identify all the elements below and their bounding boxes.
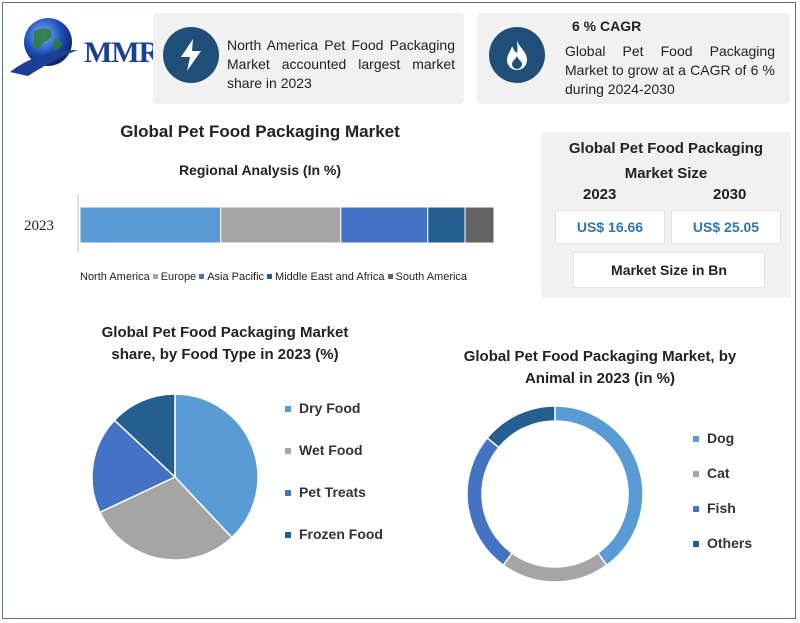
legend-swatch	[285, 532, 291, 539]
legend-swatch	[693, 436, 699, 443]
legend-label: Pet Treats	[299, 484, 366, 500]
pie-slice-dry-food	[174, 393, 259, 539]
pie-slice-wet-food	[98, 476, 233, 561]
legend-swatch	[285, 448, 291, 455]
regional-legend: North America Europe Asia Pacific Middle Ea…	[80, 271, 467, 283]
legend-item-europe: Europe	[150, 271, 196, 283]
legend-label: Frozen Food	[299, 526, 383, 542]
bar-segment-europe	[220, 206, 342, 244]
legend-item-dry-food: Dry Food	[285, 400, 360, 416]
legend-swatch	[693, 506, 699, 513]
legend-label: Others	[707, 535, 753, 551]
legend-item-frozen-food: Frozen Food	[285, 526, 383, 542]
bar-segment-north-america	[79, 206, 222, 244]
regional-subtitle: Regional Analysis (In %)	[178, 162, 342, 178]
market-size-title: Global Pet Food Packaging Market Size	[568, 140, 764, 182]
legend-item-pet-treats: Pet Treats	[285, 484, 366, 500]
legend-swatch	[285, 490, 291, 497]
legend-swatch	[285, 406, 291, 413]
food-type-title: Global Pet Food Packaging Market share, …	[101, 324, 349, 363]
legend-label: Cat	[707, 465, 730, 481]
largest-share-text: North America Pet Food Packaging Market …	[227, 37, 455, 91]
legend-swatch	[199, 274, 205, 280]
info-card-largest-share: North America Pet Food Packaging Market …	[153, 13, 464, 104]
legend-item-fish: Fish	[693, 500, 736, 516]
animal-donut-chart	[466, 405, 644, 583]
legend-item-dog: Dog	[693, 430, 734, 446]
legend-swatch	[267, 274, 273, 280]
globe-icon	[10, 18, 78, 76]
legend-item-south-america: South America	[385, 271, 468, 283]
year-2030-label: 2030	[713, 186, 747, 203]
legend-label: Dog	[707, 430, 735, 446]
legend-item-north-america: North America	[80, 271, 150, 283]
legend-label: South America	[395, 271, 468, 283]
bar-category-label: 2023	[24, 218, 54, 234]
lightning-icon	[163, 27, 219, 83]
mmr-logo: MMR	[8, 10, 160, 80]
cagr-title: 6 % CAGR	[572, 18, 642, 34]
market-size-card: Global Pet Food Packaging Market Size 20…	[541, 132, 791, 298]
legend-swatch	[152, 274, 158, 280]
donut-segment-fish	[466, 436, 514, 567]
legend-label: Wet Food	[299, 442, 363, 458]
legend-swatch	[693, 541, 699, 548]
bar-segment-middle-east-and-africa	[427, 206, 466, 244]
value-2030: US$ 25.05	[671, 210, 781, 244]
donut-segment-cat	[502, 552, 608, 583]
food-type-pie-chart	[91, 393, 259, 561]
animal-legend: Dog Cat Fish Others	[693, 430, 783, 570]
pie-slice-frozen-food	[113, 393, 176, 479]
legend-label: Asia Pacific	[207, 271, 265, 283]
value-2023: US$ 16.66	[555, 210, 665, 244]
legend-item-wet-food: Wet Food	[285, 442, 363, 458]
year-2023-label: 2023	[583, 186, 617, 203]
legend-label: Middle East and Africa	[275, 271, 385, 283]
pie-slice-pet-treats	[91, 419, 177, 514]
food-type-legend: Dry Food Wet Food Pet Treats Frozen Food	[285, 400, 405, 550]
donut-segment-others	[486, 405, 556, 449]
cagr-text: Global Pet Food Packaging Market to grow…	[565, 43, 775, 97]
market-size-unit: Market Size in Bn	[573, 252, 765, 288]
legend-label: Fish	[707, 500, 736, 516]
legend-swatch	[387, 274, 393, 280]
legend-item-others: Others	[693, 535, 752, 551]
legend-label: North America	[80, 271, 150, 283]
logo-text: MMR	[84, 36, 160, 69]
flame-icon	[489, 27, 545, 83]
legend-label: Europe	[160, 271, 197, 283]
donut-segment-dog	[554, 405, 644, 567]
bar-segment-asia-pacific	[340, 206, 429, 244]
regional-bar-chart: 2023	[24, 194, 495, 252]
legend-swatch	[693, 471, 699, 478]
animal-title: Global Pet Food Packaging Market, by Ani…	[463, 348, 737, 387]
legend-item-middle-east-and-africa: Middle East and Africa	[264, 271, 385, 283]
bar-segment-south-america	[464, 206, 495, 244]
info-card-cagr	[477, 13, 790, 104]
legend-item-asia-pacific: Asia Pacific	[196, 271, 264, 283]
regional-title: Global Pet Food Packaging Market	[120, 122, 400, 141]
legend-label: Dry Food	[299, 400, 361, 416]
legend-item-cat: Cat	[693, 465, 730, 481]
